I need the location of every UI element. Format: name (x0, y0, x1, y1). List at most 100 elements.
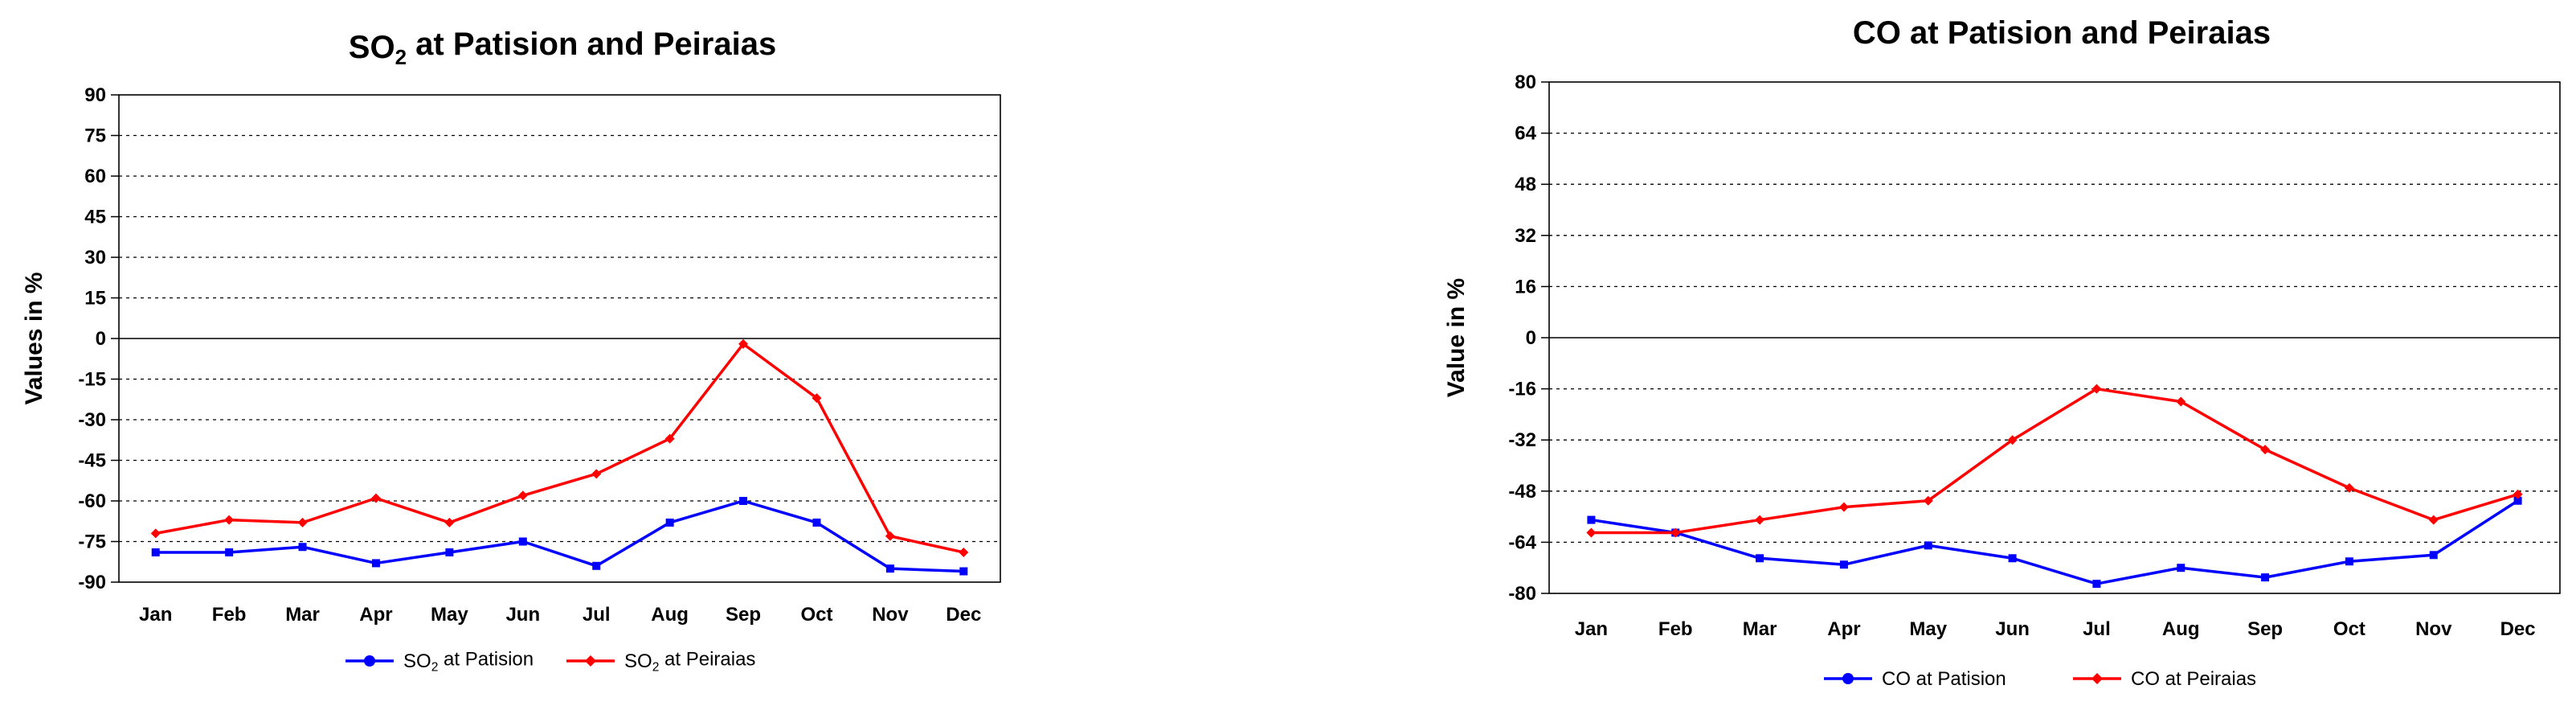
x-tick-label: Sep (726, 604, 761, 626)
data-point (592, 561, 601, 570)
data-point (664, 433, 675, 444)
data-point (2428, 515, 2439, 525)
data-point (2092, 580, 2101, 589)
data-point (444, 517, 455, 527)
data-point (1923, 495, 1933, 506)
data-point (1756, 554, 1764, 563)
data-point (1586, 527, 1597, 538)
chart-2: CO at Patision and Peiraias Value in % 80 6… (1443, 15, 2561, 690)
y-tick-label: 30 (84, 247, 106, 269)
y-tick-label: -30 (78, 409, 106, 431)
legend-marker (1842, 673, 1854, 684)
y-tick-label: 15 (84, 288, 106, 310)
y-tick-label: -60 (78, 490, 106, 512)
x-tick-label: May (1909, 618, 1947, 640)
data-point (2091, 384, 2102, 394)
x-tick-label: Aug (651, 604, 689, 626)
data-point (959, 547, 969, 557)
legend-label: CO at Patision (1882, 668, 2006, 690)
y-tick-label: -48 (1508, 481, 1536, 503)
data-point (1587, 515, 1596, 524)
data-point (224, 515, 235, 525)
legend-label: CO at Peiraias (2131, 668, 2256, 690)
data-point (885, 564, 894, 573)
data-point (517, 490, 528, 501)
y-tick-label: 16 (1515, 276, 1536, 298)
series-line-2 (155, 342, 964, 554)
x-tick-label: Apr (359, 604, 392, 626)
y-tick-label: -64 (1508, 531, 1536, 553)
series-line-1 (155, 499, 964, 573)
data-point (518, 537, 527, 546)
x-tick-label: Mar (285, 604, 320, 626)
x-tick-label: Jun (1995, 618, 2030, 640)
y-tick-label: -45 (78, 450, 106, 472)
data-point (959, 567, 968, 576)
x-tick-label: Sep (2247, 618, 2283, 640)
data-point (738, 339, 749, 349)
data-point (812, 393, 822, 404)
legend-marker (585, 655, 596, 667)
x-tick-label: Dec (2500, 618, 2536, 640)
y-tick-label: 75 (84, 125, 106, 147)
x-tick-label: Dec (946, 604, 981, 626)
chart-title: CO at Patision and Peiraias (1853, 15, 2271, 51)
x-tick-label: Mar (1743, 618, 1777, 640)
data-point (2176, 396, 2186, 407)
chart-title: SO2 at Patision and Peiraias (349, 27, 776, 69)
data-point (591, 469, 602, 479)
plot-frame (1548, 81, 2561, 594)
data-point (298, 543, 307, 552)
data-point (2261, 573, 2270, 582)
x-tick-label: Aug (2162, 618, 2200, 640)
data-point (1838, 502, 1849, 512)
data-point (297, 517, 308, 527)
series-line-2 (1591, 387, 2519, 535)
data-point (2008, 554, 2017, 563)
data-point (885, 531, 895, 541)
y-tick-label: -32 (1508, 429, 1536, 451)
y-tick-label: 80 (1515, 72, 1536, 93)
y-tick-label: 64 (1515, 123, 1536, 145)
data-point (150, 528, 161, 539)
x-tick-label: Nov (2415, 618, 2452, 640)
y-tick-label: 32 (1515, 225, 1536, 247)
y-tick-label: 0 (1526, 327, 1536, 349)
x-tick-label: Oct (800, 604, 832, 626)
data-point (225, 548, 234, 556)
data-point (1670, 527, 1681, 538)
data-point (2007, 435, 2018, 445)
data-point (1924, 541, 1932, 550)
x-tick-label: Jun (505, 604, 540, 626)
data-point (445, 548, 454, 556)
data-point (665, 518, 674, 527)
data-point (1839, 560, 1848, 569)
data-point (2344, 482, 2354, 493)
data-point (739, 497, 748, 505)
data-point (151, 548, 160, 556)
y-axis-label: Value in % (1443, 278, 1470, 397)
legend-marker (364, 655, 375, 667)
y-tick-label: 45 (84, 207, 106, 228)
y-tick-label: -80 (1508, 583, 1536, 605)
data-point (370, 493, 381, 503)
x-tick-label: Feb (1658, 618, 1693, 640)
x-tick-label: Oct (2333, 618, 2365, 640)
x-tick-label: Jan (139, 604, 172, 626)
x-tick-label: Nov (872, 604, 909, 626)
legend-marker (2091, 673, 2103, 684)
legend-label: SO2 at Peiraias (624, 648, 755, 674)
data-point (2429, 551, 2438, 560)
x-tick-label: Jul (2083, 618, 2111, 640)
y-tick-label: -75 (78, 531, 106, 553)
y-tick-label: -15 (78, 369, 106, 391)
y-tick-label: 60 (84, 166, 106, 187)
y-tick-label: 0 (96, 328, 106, 350)
x-tick-label: Jul (583, 604, 611, 626)
legend-label: SO2 at Patision (403, 648, 534, 674)
x-tick-label: May (431, 604, 468, 626)
data-point (2177, 564, 2186, 572)
y-tick-label: 90 (84, 84, 106, 106)
